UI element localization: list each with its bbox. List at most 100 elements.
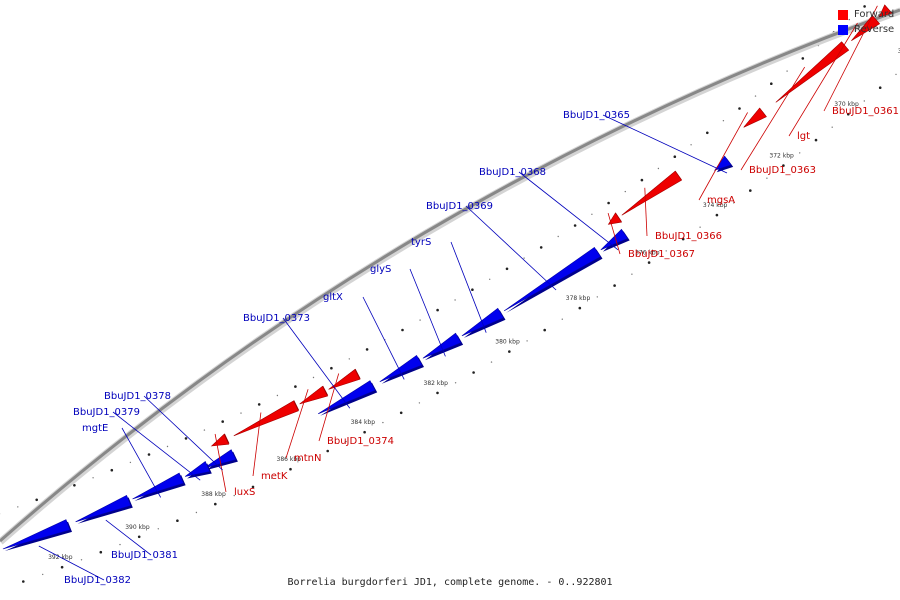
- label-leader: [740, 66, 806, 171]
- scale-tick-label: 376 kbp: [635, 250, 660, 257]
- scale-dot: [607, 201, 610, 205]
- scale-tick-label: 378 kbp: [566, 295, 591, 302]
- label-leader: [644, 187, 648, 237]
- scale-dot: [786, 70, 788, 72]
- scale-dot: [214, 502, 217, 506]
- label-leader: [121, 427, 162, 498]
- legend-reverse: Reverse: [838, 22, 898, 37]
- backbone: [0, 7, 900, 545]
- scale-dot: [561, 318, 563, 320]
- scale-tick-label: 384 kbp: [351, 419, 376, 426]
- scale-dot: [176, 519, 179, 522]
- gene-reverse-5: [422, 332, 462, 359]
- scale-dot: [505, 267, 509, 271]
- scale-dot: [419, 319, 421, 321]
- scale-dot: [184, 437, 188, 440]
- tick-dots: [0, 5, 897, 583]
- scale-dot: [363, 430, 366, 434]
- scale-dot: [799, 152, 801, 154]
- legend-forward-swatch: [838, 9, 848, 20]
- label-leader: [112, 411, 201, 481]
- scale-dot: [847, 112, 850, 116]
- scale-dot: [814, 138, 818, 142]
- scale-dot: [17, 506, 19, 508]
- legend: Forward Reverse: [838, 7, 898, 37]
- gene-forward-3: [775, 41, 850, 103]
- scale-dot: [523, 257, 525, 259]
- scale-dot: [22, 580, 25, 583]
- scale-dot: [578, 306, 582, 310]
- gene-label: BbuJD1_0367: [628, 249, 695, 260]
- scale-dot: [557, 235, 559, 238]
- label-leader: [518, 171, 619, 251]
- scale-dot: [895, 73, 897, 76]
- label-leader: [252, 412, 262, 477]
- scale-dot: [770, 82, 773, 85]
- scale-dot: [831, 126, 833, 128]
- scale-dot: [157, 528, 159, 530]
- gene-forward-7: [328, 369, 361, 390]
- label-leader: [823, 5, 878, 112]
- scale-tick-label: 390 kbp: [125, 524, 150, 531]
- scale-dot: [508, 350, 511, 353]
- label-leader: [602, 114, 728, 174]
- scale-dot: [490, 361, 493, 363]
- label-leader: [318, 373, 340, 442]
- scale-dot: [129, 461, 132, 464]
- scale-dot: [454, 382, 457, 384]
- gene-label: BbuJD1_0379: [73, 407, 140, 418]
- gene-label: luxS: [234, 487, 255, 498]
- gene-label: BbuJD1_0369: [426, 201, 493, 212]
- gene-label: BbuJD1_0368: [479, 167, 546, 178]
- scale-dot: [276, 394, 279, 397]
- scale-dot: [436, 391, 439, 395]
- scale-tick-label: 374 kbp: [703, 202, 728, 209]
- scale-dot: [418, 402, 421, 404]
- gene-label: BbuJD1_0361: [832, 106, 899, 117]
- gene-label: BbuJD1_0382: [64, 575, 131, 586]
- gene-forward-5: [621, 170, 683, 216]
- scale-dot: [699, 226, 701, 228]
- gene-label: tyrS: [411, 237, 431, 248]
- gene-reverse-11: [75, 494, 132, 523]
- scale-dot: [221, 420, 224, 423]
- scale-dot: [665, 250, 667, 252]
- scale-dot: [754, 95, 757, 97]
- label-leader: [450, 241, 487, 333]
- scale-tick-label: 380 kbp: [495, 339, 520, 346]
- gene-reverse-12: [2, 519, 71, 550]
- scale-dot: [80, 559, 83, 561]
- scale-dot: [526, 340, 528, 342]
- scale-dot: [733, 202, 735, 204]
- scale-dot: [92, 477, 94, 479]
- scale-dot: [690, 144, 692, 146]
- scale-dot: [348, 358, 350, 360]
- backbone-shadow: [0, 7, 900, 545]
- label-leader: [38, 545, 105, 581]
- scale-dot: [624, 190, 626, 193]
- scale-tick-label: 386 kbp: [277, 456, 302, 463]
- scale-dot: [591, 213, 593, 215]
- scale-dot: [137, 535, 141, 539]
- label-leader: [465, 205, 557, 291]
- scale-dot: [73, 484, 76, 487]
- scale-dot: [489, 278, 491, 280]
- scale-dot: [251, 485, 255, 489]
- scale-dot: [848, 18, 850, 21]
- gene-label: BbuJD1_0374: [327, 436, 394, 447]
- scale-dot: [657, 167, 660, 170]
- scale-dot: [257, 403, 261, 406]
- scale-dot: [233, 494, 235, 497]
- gene-label: mtnN: [294, 453, 321, 464]
- gene-label: BbuJD1_0373: [243, 313, 310, 324]
- scale-dot: [539, 246, 543, 249]
- scale-dot: [647, 261, 651, 264]
- scale-dot: [326, 449, 330, 453]
- gene-reverse-3: [503, 246, 601, 312]
- scale-dot: [330, 366, 333, 370]
- legend-reverse-label: Reverse: [854, 24, 895, 35]
- gene-forward-9: [233, 400, 299, 437]
- scale-tick-label: 370 kbp: [834, 101, 859, 108]
